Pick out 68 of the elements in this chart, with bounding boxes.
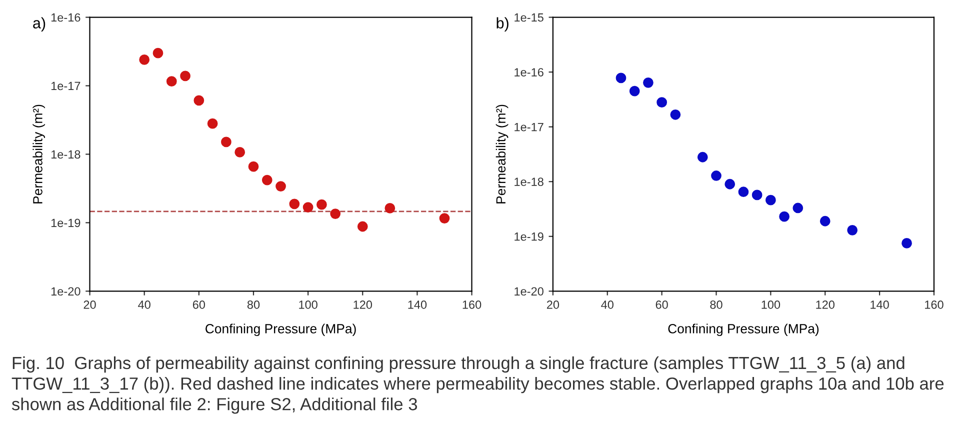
point <box>316 199 327 210</box>
x-tick-label: 60 <box>192 300 206 309</box>
y-tick-label: 1e-19 <box>51 218 80 228</box>
y-tick-label: 1e-16 <box>514 68 544 76</box>
point <box>357 221 368 232</box>
chart-title: a) <box>33 17 46 32</box>
point <box>180 70 190 82</box>
x-tick-label: 60 <box>656 300 668 309</box>
x-tick-label: 20 <box>84 300 96 309</box>
point <box>330 208 341 219</box>
point <box>724 178 736 190</box>
point <box>779 211 790 222</box>
x-tick-label: 120 <box>354 300 372 309</box>
point <box>711 170 722 181</box>
point <box>792 202 804 214</box>
chart-title: b) <box>496 17 508 32</box>
y-tick-label: 1e-20 <box>51 287 80 296</box>
point <box>234 147 246 158</box>
x-tick-label: 160 <box>925 300 944 309</box>
x-tick-label: 40 <box>601 300 614 309</box>
y-tick-label: 1e-15 <box>514 13 544 22</box>
point <box>765 194 776 206</box>
point <box>738 186 749 198</box>
point <box>302 202 314 212</box>
point <box>820 216 830 226</box>
y-tick-label: 1e-20 <box>514 287 544 296</box>
point <box>207 118 218 129</box>
x-tick-label: 100 <box>762 300 780 309</box>
x-tick-label: 80 <box>710 300 722 309</box>
point <box>629 86 640 96</box>
point <box>752 190 762 200</box>
x-tick-label: 40 <box>138 300 150 309</box>
point <box>139 54 150 65</box>
point <box>643 77 654 88</box>
point <box>670 109 681 120</box>
point <box>194 95 204 106</box>
y-tick-label: 1e-17 <box>514 122 544 132</box>
x-axis-title: Confining Pressure (MPa) <box>668 324 819 336</box>
x-tick-label: 80 <box>247 300 260 309</box>
y-axis-title: Permeability (m²) <box>496 104 508 204</box>
point <box>166 76 177 87</box>
point <box>221 136 232 148</box>
x-tick-label: 120 <box>816 300 835 309</box>
point <box>902 238 912 248</box>
point <box>289 198 300 210</box>
point <box>616 72 626 84</box>
point <box>697 152 708 162</box>
x-axis-title: Confining Pressure (MPa) <box>206 324 356 336</box>
point <box>152 48 164 58</box>
y-tick-label: 1e-18 <box>51 150 80 159</box>
x-tick-label: 140 <box>408 300 427 309</box>
y-tick-label: 1e-19 <box>514 232 544 241</box>
point <box>439 213 450 224</box>
x-tick-label: 160 <box>462 300 482 309</box>
x-tick-label: 20 <box>546 300 560 309</box>
x-tick-label: 100 <box>299 300 318 309</box>
point <box>384 202 396 214</box>
point <box>656 97 668 108</box>
caption: Fig. 10 Graphs of permeability against confining pressure through a single fracture (samples TTGW_11_3_5 (a) and TTGW_11_3_17 (b)). Red dashed line indicates where permeability becomes stable. Overlapped graphs 10a and 10b are shown as Additional file 2: Figure S2, Additional file 3 <box>12 356 944 414</box>
y-tick-label: 1e-16 <box>51 13 80 22</box>
y-tick-label: 1e-17 <box>51 82 80 90</box>
x-tick-label: 140 <box>870 300 889 309</box>
y-axis-title: Permeability (m²) <box>32 104 45 204</box>
y-tick-label: 1e-18 <box>514 178 544 186</box>
point <box>276 181 286 192</box>
point <box>262 174 272 186</box>
point <box>248 161 259 172</box>
point <box>847 224 858 236</box>
